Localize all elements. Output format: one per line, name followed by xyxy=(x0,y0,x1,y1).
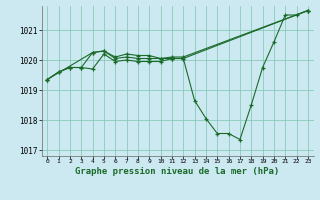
X-axis label: Graphe pression niveau de la mer (hPa): Graphe pression niveau de la mer (hPa) xyxy=(76,167,280,176)
